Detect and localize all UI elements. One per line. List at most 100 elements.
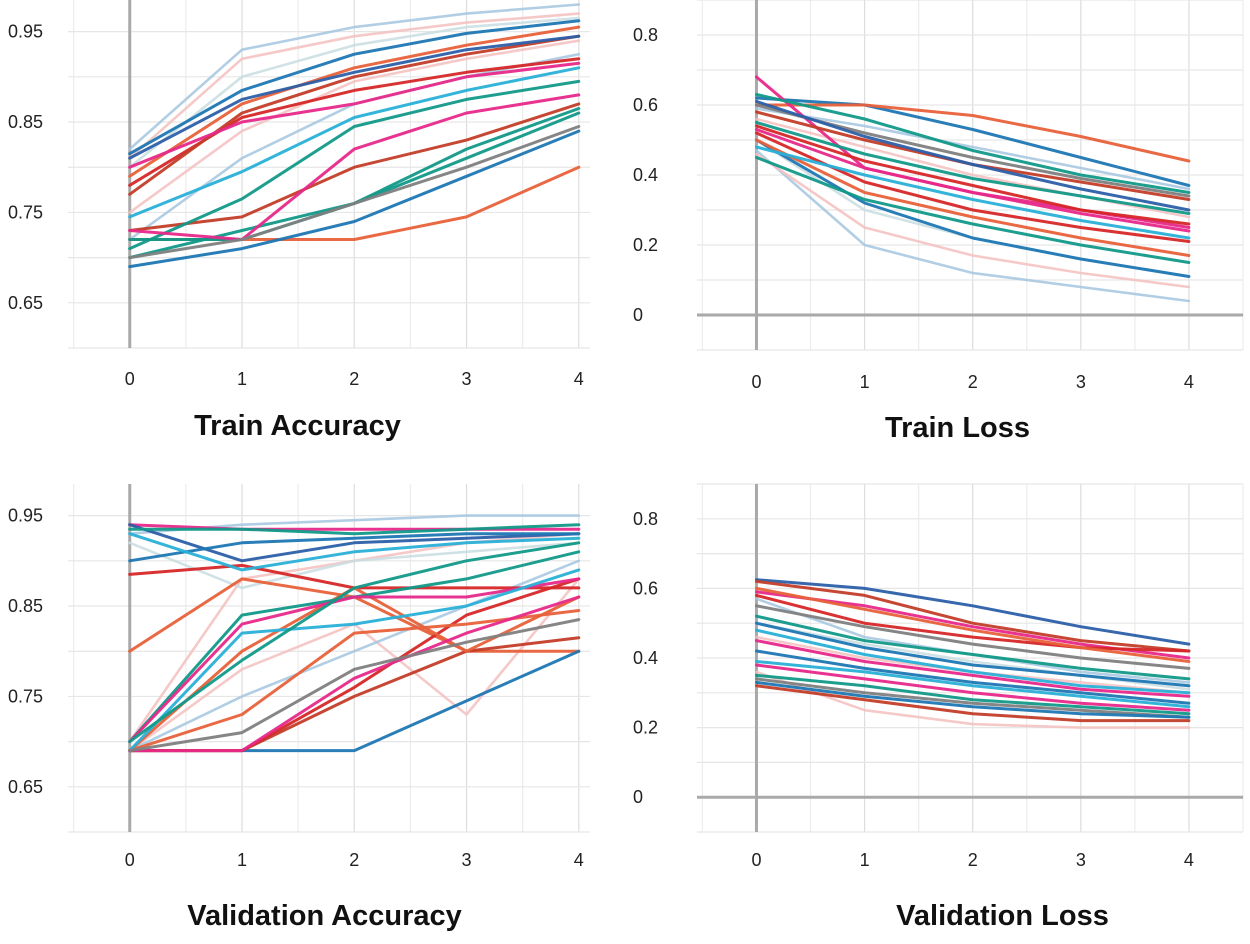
series-lines [755, 75, 1191, 303]
series-line-4 [128, 34, 581, 196]
series-line-16 [128, 595, 581, 753]
y-tick-label: 0.85 [8, 112, 43, 132]
series-line-14 [128, 568, 581, 753]
y-tick-label: 0.65 [8, 293, 43, 313]
x-tick-label: 4 [574, 369, 584, 389]
validation-accuracy-panel: 0.65 0.75 0.85 0.95 0 1 2 3 4 Validation Accurac… [0, 472, 625, 944]
series-line-17 [755, 680, 1191, 719]
series-line-8 [755, 621, 1191, 688]
series-line-1 [755, 96, 1191, 187]
series-line-6 [755, 604, 1191, 670]
y-tick-label: 0.6 [633, 95, 658, 115]
series-lines [128, 514, 581, 753]
series-line-16 [755, 684, 1191, 723]
series-line-2 [755, 103, 1191, 163]
series-line-7 [755, 614, 1191, 681]
series-line-1 [755, 578, 1191, 646]
series-line-13 [128, 61, 581, 169]
validation-accuracy-chart: 0.65 0.75 0.85 0.95 0 1 2 3 4 [8, 484, 590, 870]
series-line-10 [755, 145, 1191, 240]
y-tick-label: 0.95 [8, 506, 43, 526]
x-tick-label: 3 [1076, 850, 1086, 870]
series-lines [755, 578, 1191, 729]
y-tick-label: 0.75 [8, 202, 43, 222]
y-tick-label: 0.2 [633, 718, 658, 738]
series-line-4 [128, 532, 581, 563]
series-line-16 [128, 3, 581, 151]
series-line-19 [128, 39, 581, 214]
series-line-13 [755, 128, 1191, 233]
series-line-5 [755, 586, 1191, 663]
series-line-11 [755, 93, 1191, 194]
train-accuracy-chart: 0.65 0.75 0.85 0.95 0 1 2 3 4 [8, 0, 590, 389]
y-tick-label: 0.4 [633, 165, 658, 185]
x-tick-label: 1 [237, 369, 247, 389]
series-line-4 [755, 138, 1191, 278]
x-tick-label: 3 [462, 369, 472, 389]
series-line-14 [755, 673, 1191, 716]
series-line-6 [128, 129, 581, 269]
series-line-14 [755, 149, 1191, 303]
y-tick-label: 0.8 [633, 509, 658, 529]
x-tick-label: 2 [349, 369, 359, 389]
y-tick-label: 0 [633, 305, 643, 325]
series-line-8 [128, 102, 581, 232]
x-tick-label: 0 [125, 369, 135, 389]
series-line-13 [755, 663, 1191, 712]
y-tick-label: 0.85 [8, 596, 43, 616]
x-tick-label: 1 [860, 372, 870, 392]
x-tick-label: 0 [751, 850, 761, 870]
series-line-13 [128, 577, 581, 744]
series-line-3 [128, 25, 581, 178]
series-line-3 [128, 523, 581, 536]
series-line-18 [128, 532, 581, 572]
train-loss-title: Train Loss [884, 412, 1031, 444]
y-tick-label: 0.75 [8, 686, 43, 706]
train-accuracy-panel: 0.65 0.75 0.85 0.95 0 1 2 3 4 Train Accuracy [0, 0, 625, 460]
validation-loss-panel: 0 0.2 0.4 0.6 0.8 0 1 2 3 4 Validation Loss [625, 472, 1250, 944]
series-line-14 [128, 34, 581, 160]
x-tick-label: 2 [349, 850, 359, 870]
series-line-18 [755, 107, 1191, 191]
series-line-18 [128, 16, 581, 169]
y-tick-label: 0.8 [633, 25, 658, 45]
series-line-8 [755, 121, 1191, 215]
x-tick-label: 4 [1184, 372, 1194, 392]
series-line-6 [755, 156, 1191, 264]
series-line-17 [128, 618, 581, 753]
x-tick-label: 0 [125, 850, 135, 870]
series-lines [128, 3, 581, 269]
series-line-12 [755, 660, 1191, 709]
y-tick-label: 0.2 [633, 235, 658, 255]
series-line-17 [128, 12, 581, 160]
series-line-11 [755, 649, 1191, 705]
series-line-20 [755, 100, 1191, 212]
x-tick-label: 3 [1076, 372, 1086, 392]
x-tick-label: 0 [751, 372, 761, 392]
y-tick-label: 0.6 [633, 578, 658, 598]
x-tick-label: 1 [237, 850, 247, 870]
y-tick-label: 0.4 [633, 648, 658, 668]
x-tick-label: 2 [968, 372, 978, 392]
series-line-19 [755, 124, 1191, 226]
y-tick-label: 0.95 [8, 22, 43, 42]
series-line-2 [755, 579, 1191, 653]
series-line-15 [128, 125, 581, 260]
series-line-18 [755, 670, 1191, 729]
x-tick-label: 4 [574, 850, 584, 870]
y-tick-label: 0 [633, 787, 643, 807]
series-line-10 [128, 79, 581, 251]
x-tick-label: 1 [860, 850, 870, 870]
series-line-12 [128, 66, 581, 219]
series-line-11 [128, 93, 581, 241]
series-line-10 [755, 639, 1191, 698]
train-loss-chart: 0 0.2 0.4 0.6 0.8 0 1 2 3 4 [633, 0, 1244, 392]
series-line-15 [755, 677, 1191, 719]
train-loss-panel: 0 0.2 0.4 0.6 0.8 0 1 2 3 4 Train Loss [625, 0, 1250, 460]
train-accuracy-title: Train Accuracy [194, 410, 401, 442]
x-tick-label: 2 [968, 850, 978, 870]
series-line-1 [128, 19, 581, 156]
series-line-15 [128, 541, 581, 744]
series-line-9 [755, 138, 1191, 257]
x-tick-label: 4 [1184, 850, 1194, 870]
